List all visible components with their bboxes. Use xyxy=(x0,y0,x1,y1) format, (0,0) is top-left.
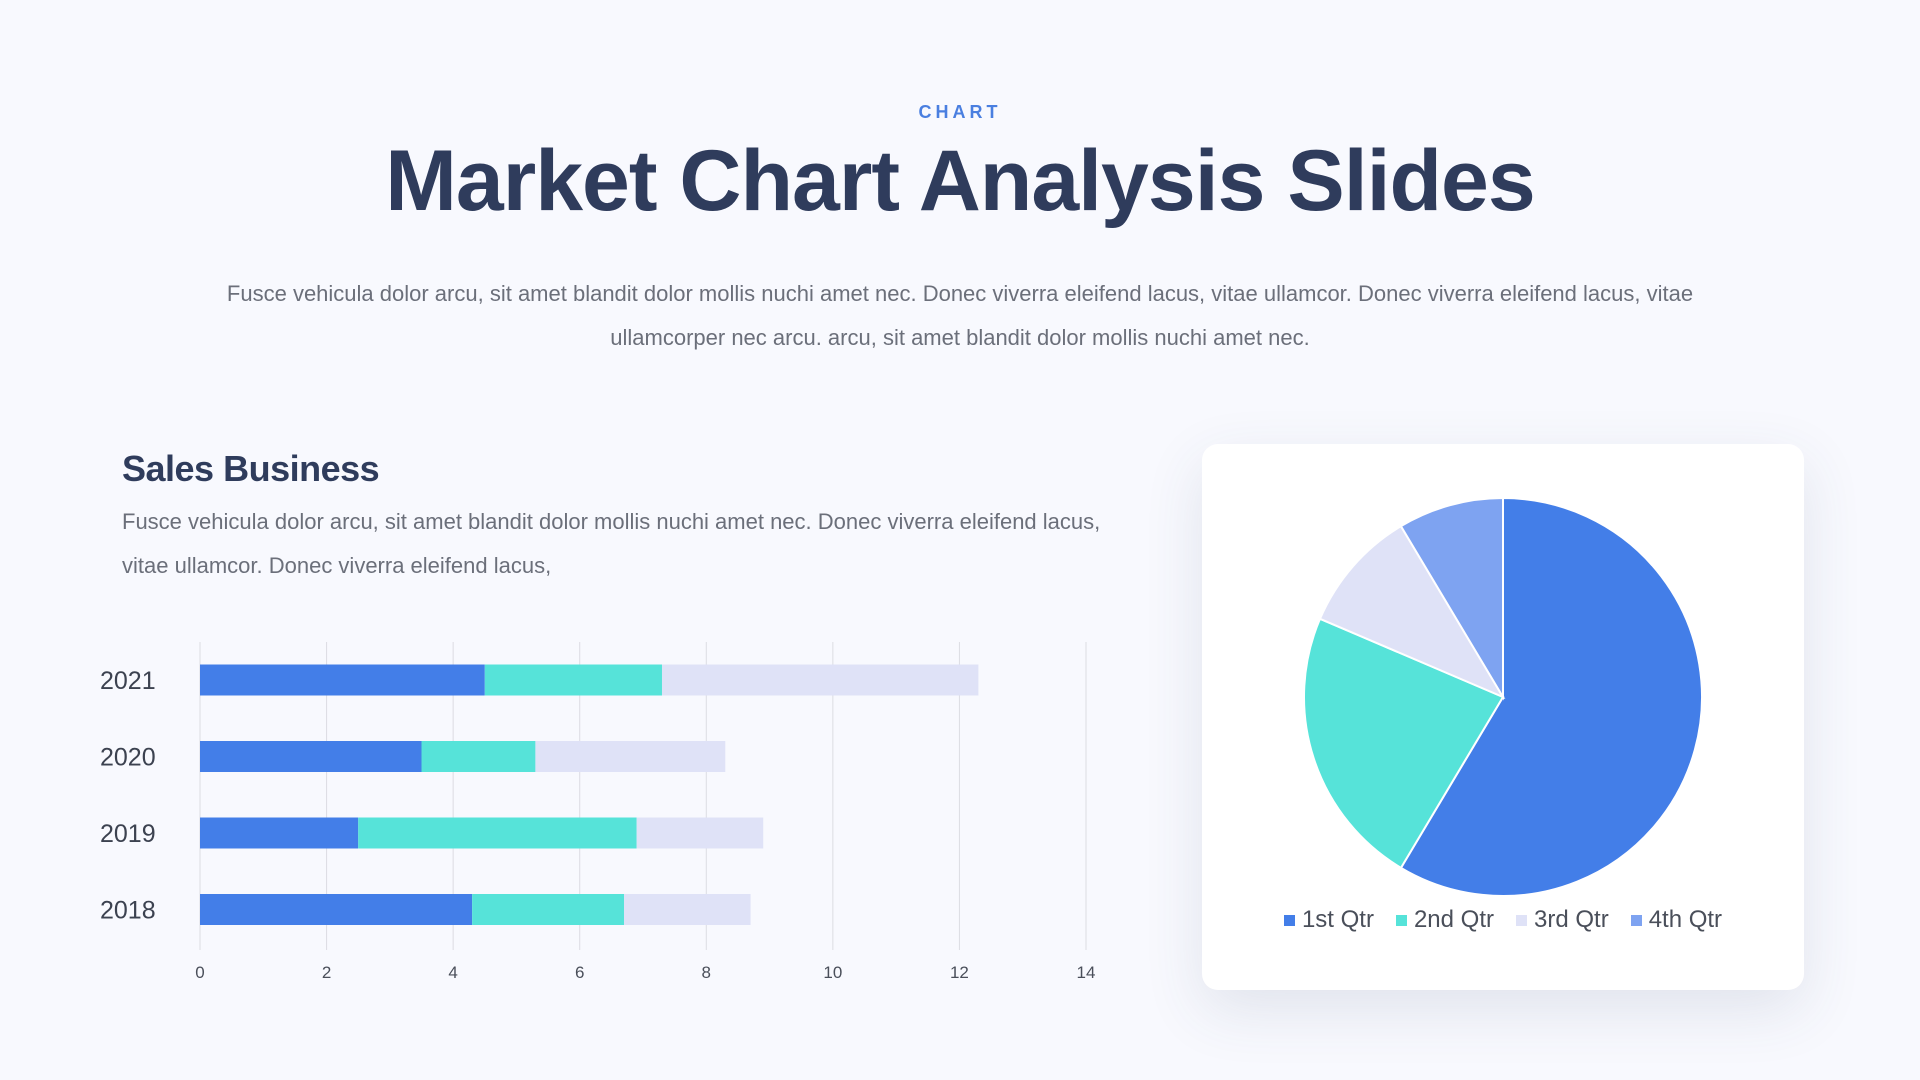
bar-segment xyxy=(636,817,764,849)
pie-chart-card: 1st Qtr 2nd Qtr 3rd Qtr 4th Qtr xyxy=(1202,444,1804,990)
page-title: Market Chart Analysis Slides xyxy=(385,133,1535,229)
legend-item: 4th Qtr xyxy=(1630,906,1723,934)
bar-segment xyxy=(624,894,751,925)
pie-slice xyxy=(1399,496,1504,701)
section-text: Fusce vehicula dolor arcu, sit amet blan… xyxy=(122,509,1101,578)
bar-segment xyxy=(472,894,625,925)
legend-swatch xyxy=(1283,914,1295,926)
legend-label: 1st Qtr xyxy=(1301,906,1374,933)
pie-chart xyxy=(1303,496,1703,897)
x-tick-label: 12 xyxy=(950,963,969,982)
legend-item: 2nd Qtr xyxy=(1395,906,1494,934)
stacked-bar-chart: 0 2 4 6 8 10 12 14 2021 2020 2019 2018 xyxy=(100,642,1096,982)
pie-slice xyxy=(1318,524,1506,700)
x-tick-label: 10 xyxy=(823,963,842,982)
legend-item: 1st Qtr xyxy=(1283,906,1374,934)
section-title: Sales Business xyxy=(122,448,380,489)
legend-swatch xyxy=(1630,914,1642,926)
legend-label: 2nd Qtr xyxy=(1413,906,1494,933)
pie-slice xyxy=(1399,496,1703,897)
bar-segment xyxy=(200,741,422,772)
bar-segment xyxy=(484,664,662,696)
bar-segment xyxy=(200,817,359,849)
x-tick-label: 8 xyxy=(702,963,711,982)
pie-slice xyxy=(1303,617,1505,870)
y-category-label: 2018 xyxy=(100,897,156,925)
x-tick-label: 14 xyxy=(1077,963,1096,982)
x-tick-label: 4 xyxy=(448,963,457,982)
legend-swatch xyxy=(1516,914,1527,926)
bar-segment xyxy=(200,894,473,925)
legend-label: 3rd Qtr xyxy=(1534,906,1609,933)
x-tick-label: 0 xyxy=(195,963,204,982)
bar-segment xyxy=(358,817,637,849)
legend-label: 4th Qtr xyxy=(1648,906,1723,933)
bar-segment xyxy=(200,664,485,696)
y-category-label: 2020 xyxy=(100,744,156,772)
x-tick-label: 2 xyxy=(322,963,331,982)
legend-swatch xyxy=(1395,914,1407,926)
x-tick-label: 6 xyxy=(575,963,584,982)
intro-paragraph: Fusce vehicula dolor arcu, sit amet blan… xyxy=(226,281,1694,350)
pie-legend: 1st Qtr 2nd Qtr 3rd Qtr 4th Qtr xyxy=(1202,906,1804,934)
y-category-label: 2021 xyxy=(100,667,156,695)
bar-segment xyxy=(661,664,979,696)
y-category-label: 2019 xyxy=(100,820,156,848)
bar-segment xyxy=(535,741,726,772)
eyebrow-label: CHART xyxy=(918,102,1002,122)
legend-item: 3rd Qtr xyxy=(1516,906,1609,934)
bar-segment xyxy=(421,741,536,772)
